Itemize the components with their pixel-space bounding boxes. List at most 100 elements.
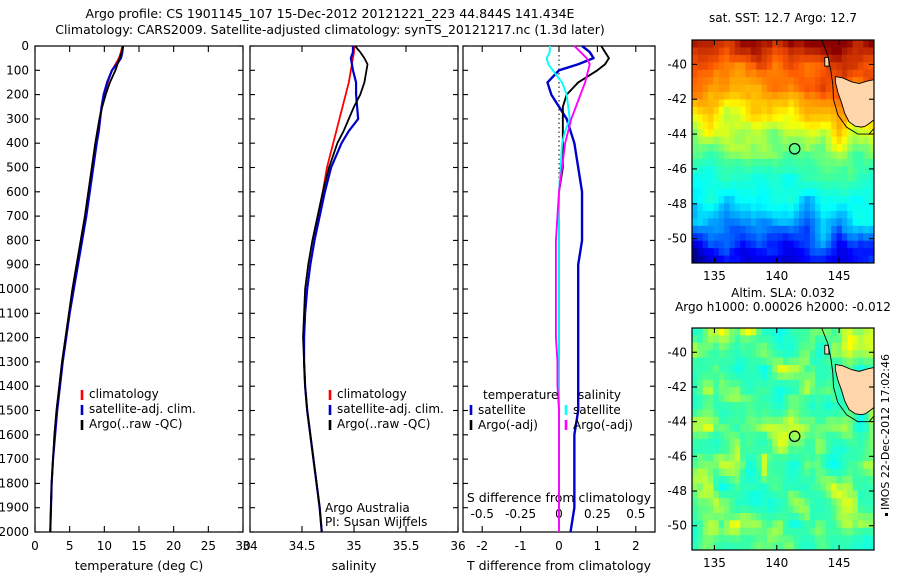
map-cell xyxy=(809,92,816,101)
map-cell xyxy=(799,490,806,499)
map-cell xyxy=(692,520,698,529)
map-cell xyxy=(788,453,795,462)
map-cell xyxy=(750,483,757,492)
map-cell xyxy=(793,505,800,514)
map-cell xyxy=(708,136,715,145)
map-cell xyxy=(708,144,715,153)
map-cell xyxy=(772,328,779,336)
map-cell xyxy=(847,47,854,56)
map-cell xyxy=(724,173,731,182)
map-cell xyxy=(836,121,843,130)
map-cell xyxy=(863,328,870,336)
map-cell xyxy=(750,505,757,514)
map-cell xyxy=(793,181,800,190)
profile-location-marker xyxy=(788,142,801,155)
map-cell xyxy=(708,350,715,359)
map-cell xyxy=(718,335,725,344)
map-cell xyxy=(783,542,789,550)
map-cell xyxy=(692,476,698,484)
legend-group-temperature: temperature xyxy=(483,388,558,402)
map-cell xyxy=(777,439,784,447)
map-cell xyxy=(761,476,768,484)
map-cell xyxy=(761,357,768,366)
map-cell xyxy=(750,210,757,219)
map-cell xyxy=(745,409,752,418)
map-cell xyxy=(852,424,859,433)
map-cell xyxy=(766,483,773,492)
map-cell xyxy=(766,328,773,336)
map-cell xyxy=(697,225,704,234)
map-cell xyxy=(788,513,795,521)
map-cell xyxy=(804,92,811,101)
map-cell xyxy=(868,210,874,219)
map-cell xyxy=(857,461,864,470)
map-cell xyxy=(793,225,800,234)
legend-label: satellite xyxy=(478,403,526,417)
map-cell xyxy=(820,84,827,93)
map-cell xyxy=(772,181,779,190)
map-cell xyxy=(692,240,698,249)
x-tick-label-bottom: 1 xyxy=(594,539,602,553)
x-tick-label-bottom: 2 xyxy=(632,539,640,553)
map-cell xyxy=(724,129,731,138)
map-cell xyxy=(740,483,747,492)
map-cell xyxy=(713,248,720,257)
map-cell xyxy=(702,62,709,71)
map-cell xyxy=(766,357,773,366)
map-cell xyxy=(740,69,747,78)
map-cell xyxy=(708,439,715,447)
map-cell xyxy=(793,535,800,544)
map-cell xyxy=(847,490,854,499)
map-cell xyxy=(831,394,838,403)
map-cell xyxy=(825,248,832,257)
map-cell xyxy=(825,166,832,175)
map-cell xyxy=(740,151,747,160)
map-cell xyxy=(788,446,795,455)
map-cell xyxy=(772,233,779,242)
map-cell xyxy=(799,439,806,447)
x-tick-label: 34 xyxy=(242,539,257,553)
map-cell xyxy=(777,129,784,138)
map-cell xyxy=(820,121,827,130)
map-cell xyxy=(697,394,704,403)
map-cell xyxy=(831,144,838,153)
map-cell xyxy=(713,40,720,49)
map-cell xyxy=(836,409,843,418)
map-cell xyxy=(825,453,832,462)
map-cell xyxy=(745,335,752,344)
map-cell xyxy=(734,210,741,219)
map-cell xyxy=(708,490,715,499)
map-cell xyxy=(788,498,795,507)
map-cell xyxy=(692,188,698,197)
map-cell xyxy=(815,158,822,167)
map-cell xyxy=(847,225,854,234)
map-cell xyxy=(708,54,715,63)
map-cell xyxy=(847,62,854,71)
map-cell xyxy=(729,409,736,418)
map-cell xyxy=(777,188,784,197)
map-cell xyxy=(847,255,854,263)
map-cell xyxy=(841,54,848,63)
map-cell xyxy=(692,439,698,447)
map-cell xyxy=(740,372,747,381)
map-cell xyxy=(713,121,720,130)
map-cell xyxy=(777,225,784,234)
map-cell xyxy=(831,513,838,521)
map-cell xyxy=(729,77,736,86)
map-cell xyxy=(713,387,720,396)
map-cell xyxy=(745,136,752,145)
map-cell xyxy=(740,328,747,336)
map-cell xyxy=(718,342,725,351)
map-cell xyxy=(777,542,784,550)
map-cell xyxy=(734,357,741,366)
map-cell xyxy=(847,166,854,175)
map-cell xyxy=(841,225,848,234)
map-cell xyxy=(804,136,811,145)
map-cell xyxy=(756,62,763,71)
map-cell xyxy=(847,328,854,336)
map-cell xyxy=(724,379,731,388)
map-cell xyxy=(783,166,789,175)
map-cell xyxy=(724,151,731,160)
map-cell xyxy=(841,431,848,440)
map-cell xyxy=(724,114,731,123)
